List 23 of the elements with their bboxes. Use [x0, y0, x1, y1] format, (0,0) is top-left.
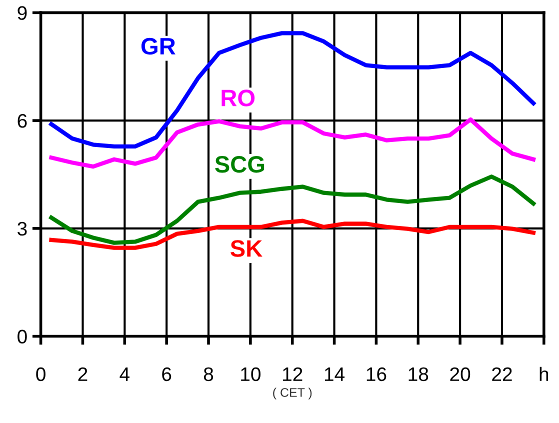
x-tick-label: 2 [78, 367, 88, 381]
series-label: SK [230, 240, 262, 257]
x-tick-label: 22 [492, 367, 512, 381]
y-tick-label: 3 [18, 222, 27, 236]
y-tick-label: 9 [18, 6, 27, 20]
x-tick-label: 0 [36, 367, 46, 382]
x-tick-label: h [540, 366, 548, 381]
x-tick-label: 14 [324, 368, 345, 381]
series-label: RO [222, 90, 255, 106]
line-series [49, 31, 536, 149]
x-tick-label: 18 [408, 367, 428, 382]
x-axis-title: ( CET ) [273, 388, 312, 400]
y-tick-label: 6 [18, 114, 27, 128]
x-tick-label: 10 [241, 367, 260, 382]
x-tick-label: 12 [283, 367, 302, 381]
x-tick-label: 6 [162, 367, 172, 382]
x-tick-label: 16 [366, 367, 386, 382]
x-tick-label: 20 [450, 367, 470, 382]
series-label: SCG [215, 156, 264, 173]
y-tick-label: 0 [18, 330, 27, 344]
x-tick-label: 4 [120, 368, 130, 381]
x-tick-label: 8 [204, 367, 214, 382]
series-label: GR [141, 38, 176, 55]
